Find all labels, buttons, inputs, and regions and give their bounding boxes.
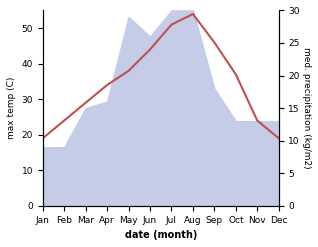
Y-axis label: med. precipitation (kg/m2): med. precipitation (kg/m2) (302, 47, 311, 169)
X-axis label: date (month): date (month) (125, 230, 197, 240)
Y-axis label: max temp (C): max temp (C) (7, 77, 16, 139)
